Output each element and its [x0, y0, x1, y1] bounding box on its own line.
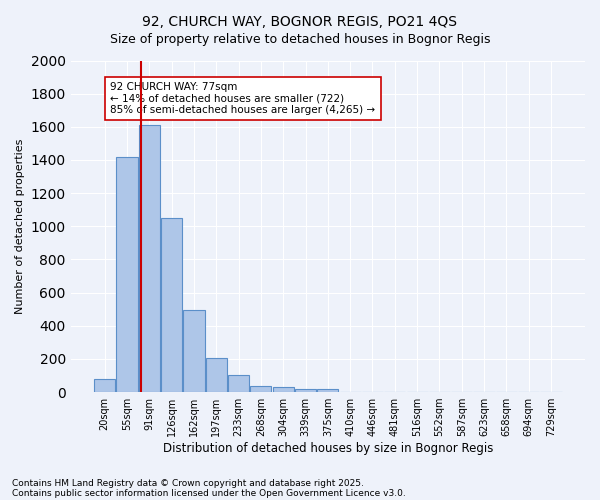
Bar [94, 379, 115, 392]
Bar [139, 125, 160, 392]
Text: Contains HM Land Registry data © Crown copyright and database right 2025.: Contains HM Land Registry data © Crown c… [12, 478, 364, 488]
Text: 92, CHURCH WAY, BOGNOR REGIS, PO21 4QS: 92, CHURCH WAY, BOGNOR REGIS, PO21 4QS [143, 15, 458, 29]
Text: 92 CHURCH WAY: 77sqm
← 14% of detached houses are smaller (722)
85% of semi-deta: 92 CHURCH WAY: 77sqm ← 14% of detached h… [110, 82, 376, 116]
Text: Size of property relative to detached houses in Bognor Regis: Size of property relative to detached ho… [110, 32, 490, 46]
Y-axis label: Number of detached properties: Number of detached properties [15, 138, 25, 314]
Bar [206, 358, 227, 392]
Bar [272, 388, 294, 392]
Text: Contains public sector information licensed under the Open Government Licence v3: Contains public sector information licen… [12, 488, 406, 498]
Bar [184, 310, 205, 392]
Bar [295, 389, 316, 392]
Bar [250, 386, 271, 392]
Bar [228, 374, 249, 392]
Bar [161, 218, 182, 392]
X-axis label: Distribution of detached houses by size in Bognor Regis: Distribution of detached houses by size … [163, 442, 493, 455]
Bar [116, 156, 137, 392]
Bar [317, 389, 338, 392]
